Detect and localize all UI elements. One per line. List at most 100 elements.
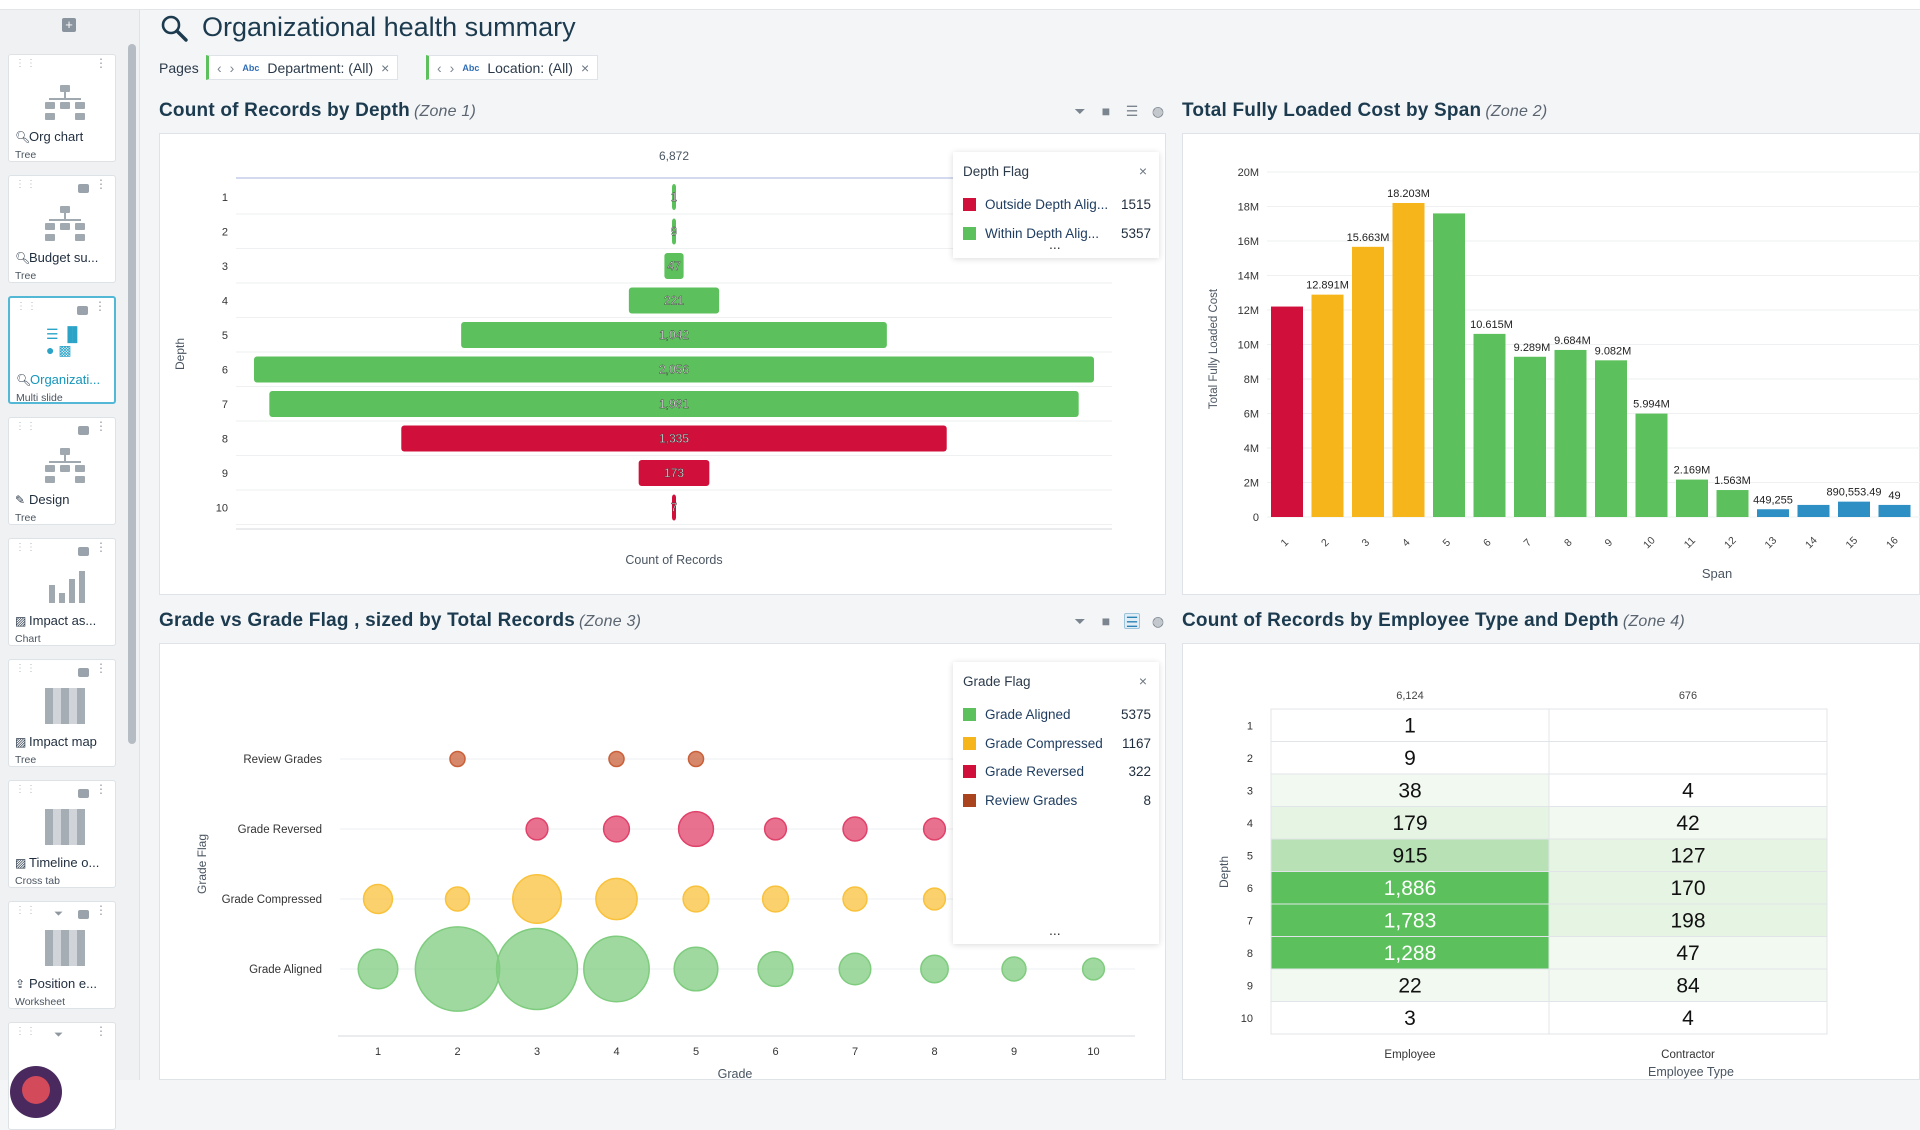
drag-handle-icon[interactable]: ⋮⋮ <box>15 1026 37 1037</box>
comment-icon[interactable] <box>77 306 88 315</box>
more-options-icon[interactable]: ⋮ <box>95 903 107 917</box>
bar[interactable] <box>1554 349 1587 517</box>
more-options-icon[interactable]: ⋮ <box>95 56 107 70</box>
comment-icon[interactable] <box>78 547 89 556</box>
comment-icon[interactable] <box>78 184 89 193</box>
add-slide-button[interactable]: + <box>62 18 76 32</box>
bar[interactable] <box>1392 202 1425 517</box>
filter-icon[interactable]: ⏷ <box>1074 103 1086 119</box>
heatmap-cell[interactable] <box>1270 806 1550 840</box>
funnel-bar[interactable] <box>664 253 684 279</box>
legend-icon[interactable]: ☰ <box>1124 613 1140 630</box>
bar[interactable] <box>1514 356 1546 517</box>
comment-icon[interactable] <box>78 426 89 435</box>
funnel-bar[interactable] <box>672 218 676 245</box>
bubble[interactable] <box>922 887 947 911</box>
more-options-icon[interactable]: ⋮ <box>95 661 107 675</box>
comment-icon[interactable] <box>78 668 89 677</box>
heatmap-cell[interactable] <box>1270 773 1550 807</box>
filter-icon[interactable]: ⏷ <box>54 1029 63 1041</box>
more-options-icon[interactable]: ⋮ <box>95 1024 107 1038</box>
bubble[interactable] <box>842 816 868 842</box>
legend-item[interactable]: Grade Compressed 1167 <box>963 736 1151 751</box>
more-legend-items[interactable]: ... <box>1049 922 1061 938</box>
comment-icon[interactable]: ■ <box>1101 103 1111 119</box>
legend-icon[interactable]: ☰ <box>1125 103 1139 119</box>
drag-handle-icon[interactable]: ⋮⋮ <box>15 58 37 69</box>
legend-item[interactable]: Within Depth Alig... 5357 <box>963 226 1151 241</box>
bubble[interactable] <box>602 815 631 843</box>
chevron-right-icon[interactable]: › <box>449 59 455 76</box>
palette-icon[interactable]: ◍ <box>1151 613 1165 629</box>
bubble[interactable] <box>449 750 466 768</box>
filter-icon[interactable]: ⏷ <box>54 908 63 920</box>
sidebar-item[interactable]: ⋮⋮ ⋮ ✎ Design Tree <box>8 417 116 525</box>
funnel-bar[interactable] <box>628 287 720 314</box>
bubble[interactable] <box>444 886 471 912</box>
bubble[interactable] <box>673 946 719 992</box>
bar[interactable] <box>1473 333 1506 517</box>
bar[interactable] <box>1757 509 1789 517</box>
bubble[interactable] <box>495 927 579 1011</box>
comment-icon[interactable]: ■ <box>1101 613 1111 629</box>
bar[interactable] <box>1271 306 1303 517</box>
bubble[interactable] <box>682 885 710 913</box>
more-legend-items[interactable]: ... <box>1049 236 1061 252</box>
close-icon[interactable]: × <box>381 59 390 76</box>
more-options-icon[interactable]: ⋮ <box>95 177 107 191</box>
sidebar-item[interactable]: ⋮⋮ ⋮ ▨ Impact map Tree <box>8 659 116 767</box>
bubble[interactable] <box>677 810 715 848</box>
sidebar-scrollbar[interactable] <box>128 44 136 744</box>
drag-handle-icon[interactable]: ⋮⋮ <box>15 421 37 432</box>
sidebar-item[interactable]: ⋮⋮ ⋮ 🔍︎Org chart Tree <box>8 54 116 162</box>
bar[interactable] <box>1838 501 1870 517</box>
legend-item[interactable]: Grade Reversed 322 <box>963 764 1151 779</box>
heatmap-cell[interactable] <box>1548 741 1828 775</box>
chevron-left-icon[interactable]: ‹ <box>217 59 222 76</box>
more-options-icon[interactable]: ⋮ <box>95 419 107 433</box>
heatmap-cell[interactable] <box>1270 1001 1550 1035</box>
legend-item[interactable]: Review Grades 8 <box>963 793 1151 808</box>
funnel-bar[interactable] <box>401 425 947 452</box>
bubble[interactable] <box>595 877 638 921</box>
bubble[interactable] <box>757 950 794 988</box>
bubble[interactable] <box>608 750 625 768</box>
bubble[interactable] <box>357 948 399 990</box>
close-icon[interactable]: × <box>1138 163 1147 179</box>
bar[interactable] <box>1878 504 1911 517</box>
heatmap-cell[interactable] <box>1548 968 1828 1002</box>
bubble[interactable] <box>362 883 394 915</box>
filter-icon[interactable]: ⏷ <box>1074 613 1086 629</box>
sidebar-item[interactable]: ⋮⋮ ⋮ ⏷ ⇪ Position e... Worksheet <box>8 901 116 1009</box>
bubble[interactable] <box>583 935 650 1003</box>
sidebar-item[interactable]: ⋮⋮ ⋮ ☰ ▐▌ ● ▩ 🔍︎Organizati... Multi slide <box>8 296 116 404</box>
filter-label[interactable]: Location: (All) <box>487 59 573 76</box>
filter-department[interactable]: ‹ › Abc Department: (All) × <box>206 55 399 80</box>
drag-handle-icon[interactable]: ⋮⋮ <box>15 663 37 674</box>
bar[interactable] <box>1797 504 1830 517</box>
close-icon[interactable]: × <box>1138 673 1147 689</box>
bubble[interactable] <box>763 817 788 841</box>
funnel-bar[interactable] <box>269 391 1079 417</box>
heatmap-cell[interactable] <box>1270 903 1550 937</box>
bubble[interactable] <box>838 952 872 986</box>
sidebar-item[interactable]: ⋮⋮ ⋮ ▨ Timeline o... Cross tab <box>8 780 116 888</box>
heatmap-cell[interactable] <box>1270 838 1550 872</box>
bubble[interactable] <box>922 817 947 841</box>
funnel-bar[interactable] <box>254 356 1094 383</box>
funnel-bar[interactable] <box>672 184 676 210</box>
close-icon[interactable]: × <box>580 59 590 76</box>
drag-handle-icon[interactable]: ⋮⋮ <box>15 542 37 553</box>
funnel-bar[interactable] <box>672 494 676 521</box>
bar[interactable] <box>1635 413 1668 517</box>
bar[interactable] <box>1716 490 1749 517</box>
more-options-icon[interactable]: ⋮ <box>95 540 107 554</box>
filter-label[interactable]: Department: (All) <box>267 59 374 76</box>
heatmap-cell[interactable] <box>1548 936 1828 970</box>
sidebar-item[interactable]: ⋮⋮ ⋮ 🔍︎Budget su... Tree <box>8 175 116 283</box>
bubble[interactable] <box>761 885 790 913</box>
legend-item[interactable]: Outside Depth Alig... 1515 <box>963 197 1151 212</box>
chevron-left-icon[interactable]: ‹ <box>437 59 442 76</box>
bar[interactable] <box>1311 294 1344 517</box>
avatar[interactable] <box>10 1066 62 1118</box>
